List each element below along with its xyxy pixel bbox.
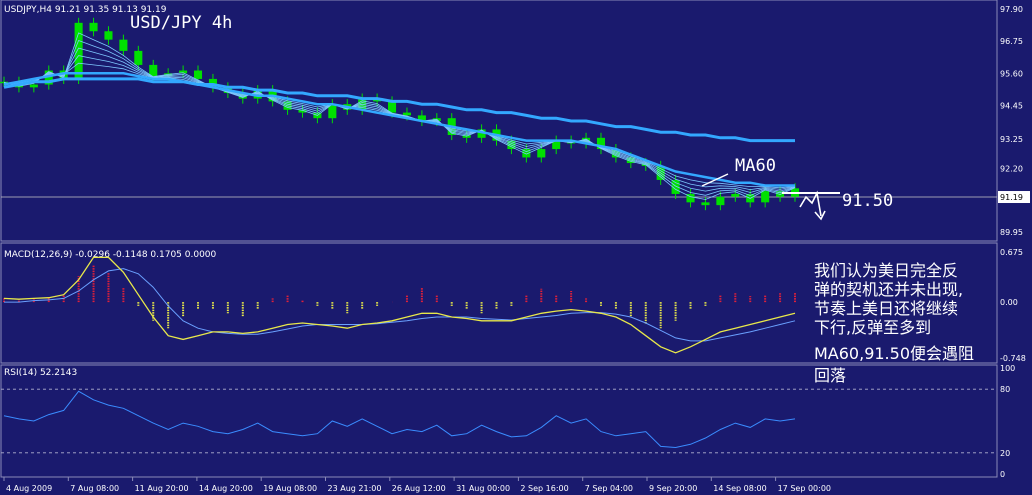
x-tick-label: 19 Aug 08:00 (263, 484, 317, 493)
candle-body (731, 193, 740, 197)
ma-fan-line (3, 32, 796, 200)
candle-body (776, 191, 785, 197)
price-tick-label: 89.95 (1000, 228, 1023, 237)
forecast-path (799, 190, 822, 217)
x-tick-label: 4 Aug 2009 (6, 484, 52, 493)
candle-body (328, 104, 337, 119)
ma60-pointer (701, 173, 729, 187)
rsi-tick-label: 100 (1000, 364, 1015, 373)
price-plot (0, 17, 997, 211)
chart-title: USD/JPY 4h (130, 13, 232, 33)
comment-line: 下行,反弹至多到 (814, 318, 931, 337)
candle-body (417, 115, 426, 121)
rsi-header: RSI(14) 52.2143 (4, 368, 77, 378)
x-tick-label: 7 Sep 04:00 (585, 484, 633, 493)
candle-body (552, 140, 561, 150)
rsi-plot (1, 388, 997, 454)
candle-body (29, 84, 38, 88)
rsi-panel-frame (0, 364, 998, 478)
x-tick-label: 23 Aug 21:00 (328, 484, 382, 493)
price-tick-label: 97.90 (1000, 5, 1023, 14)
candle-body (537, 149, 546, 158)
macd-tick-label: -0.748 (1000, 354, 1026, 363)
candle-body (74, 22, 83, 79)
symbol-header: USDJPY,H4 91.21 91.35 91.13 91.19 (4, 5, 167, 15)
x-tick-label: 14 Sep 08:00 (713, 484, 766, 493)
candle-body (388, 101, 397, 113)
comment-block: 我们认为美日完全反 弹的契机还并未出现, 节奏上美日还将继续 下行,反弹至多到 … (814, 261, 974, 385)
rsi-tick-label: 0 (1000, 470, 1005, 479)
candle-body (298, 109, 307, 113)
candle-body (522, 149, 531, 158)
candle-body (477, 129, 486, 138)
rsi-tick-label: 80 (1000, 385, 1010, 394)
candle-body (149, 64, 158, 77)
macd-signal-line (4, 268, 796, 342)
ma60-line (3, 72, 795, 187)
forecast-arrowhead (814, 210, 826, 221)
x-tick-label: 11 Aug 20:00 (135, 484, 189, 493)
candle-body (596, 137, 606, 150)
macd-header: MACD(12,26,9) -0.0296 -0.1148 0.1705 0.0… (4, 250, 217, 260)
candle-body (686, 193, 695, 203)
macd-y-axis: 0.675 0.00 -0.748 (1000, 248, 1026, 363)
candle-body (134, 50, 143, 65)
macd-plot (3, 256, 796, 354)
comment-line: 我们认为美日完全反 (814, 261, 958, 280)
candle-body (89, 22, 98, 32)
candle-body (119, 39, 128, 51)
rsi-y-axis: 100 80 20 0 (1000, 364, 1015, 479)
price-y-axis: 97.90 96.75 95.60 94.45 93.25 92.20 89.95 91.19 (998, 5, 1030, 237)
candle-body (179, 70, 188, 74)
candle-body (193, 70, 203, 79)
x-tick-label: 14 Aug 20:00 (199, 484, 253, 493)
macd-panel-frame (0, 242, 998, 364)
macd-tick-label: 0.00 (1000, 298, 1018, 307)
comment-line: 弹的契机还并未出现, (814, 280, 963, 299)
price-tick-label: 93.25 (1000, 135, 1023, 144)
price-tick-label: 94.45 (1000, 102, 1023, 111)
rsi-line (3, 390, 796, 449)
price-tick-label: 96.75 (1000, 37, 1023, 46)
candle-body (671, 179, 680, 194)
candle-body (104, 31, 113, 40)
comment-line: 节奏上美日还将继续 (814, 299, 958, 318)
current-price-label: 91.19 (1000, 193, 1023, 202)
x-tick-label: 26 Aug 12:00 (392, 484, 446, 493)
x-tick-label: 2 Sep 16:00 (520, 484, 568, 493)
current-price-box (998, 191, 1030, 204)
macd-main-line (3, 256, 796, 354)
level-label: 91.50 (842, 191, 893, 211)
x-tick-label: 7 Aug 08:00 (70, 484, 119, 493)
comment-line: MA60,91.50便会遇阻 (814, 344, 974, 363)
price-tick-label: 92.20 (1000, 165, 1023, 174)
candle-body (44, 70, 53, 85)
candle-body (716, 196, 725, 206)
x-tick-label: 17 Sep 00:00 (778, 484, 831, 493)
price-tick-label: 95.60 (1000, 69, 1023, 78)
candle-body (402, 112, 411, 116)
candle-body (761, 191, 770, 203)
rsi-tick-label: 20 (1000, 449, 1010, 458)
comment-line: 回落 (814, 366, 846, 385)
price-panel-frame (0, 0, 998, 242)
time-x-axis: 4 Aug 2009 7 Aug 08:00 11 Aug 20:00 14 Aug … (3, 477, 831, 493)
ma-long-line (3, 77, 795, 143)
macd-tick-label: 0.675 (1000, 248, 1023, 257)
candle-body (701, 202, 710, 206)
x-tick-label: 9 Sep 20:00 (649, 484, 697, 493)
x-tick-label: 31 Aug 00:00 (456, 484, 510, 493)
ma60-label: MA60 (735, 156, 776, 176)
